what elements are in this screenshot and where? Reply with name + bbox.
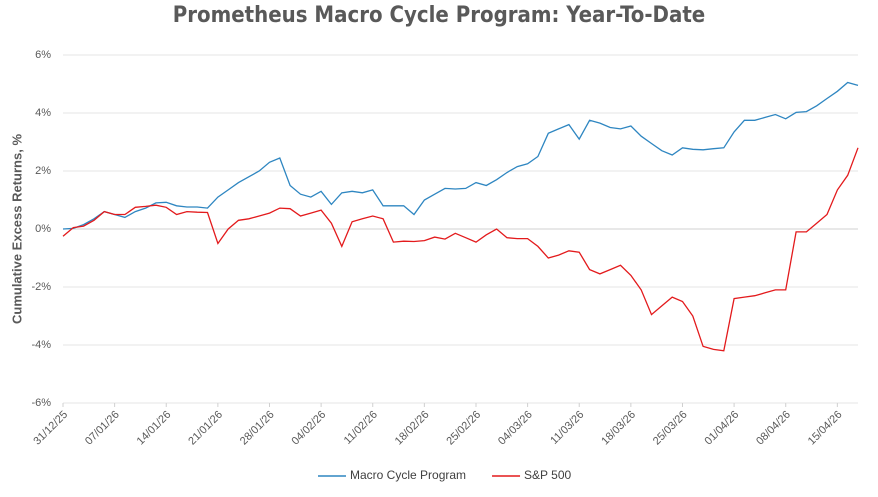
x-tick-label: 11/03/26 [548, 409, 586, 447]
x-tick-label: 18/03/26 [599, 409, 638, 448]
x-tick-label: 07/01/26 [83, 409, 122, 448]
x-tick-label: 04/03/26 [496, 409, 535, 448]
y-tick-label: 4% [35, 107, 51, 119]
legend-label: Macro Cycle Program [350, 468, 466, 482]
x-tick-label: 04/02/26 [290, 409, 329, 448]
x-tick-label: 21/01/26 [186, 409, 225, 448]
x-tick-label: 18/02/26 [393, 409, 432, 448]
x-tick-label: 11/02/26 [342, 409, 380, 447]
y-tick-label: 6% [35, 49, 51, 61]
y-tick-label: -6% [31, 397, 51, 409]
x-tick-label: 15/04/26 [806, 409, 845, 448]
legend-label: S&P 500 [524, 468, 571, 482]
y-tick-label: 0% [35, 223, 51, 235]
x-tick-label: 14/01/26 [135, 409, 174, 448]
x-tick-label: 31/12/25 [31, 409, 70, 448]
y-tick-label: -4% [31, 339, 51, 351]
x-tick-label: 01/04/26 [703, 409, 742, 448]
x-tick-label: 08/04/26 [754, 409, 793, 448]
x-tick-label: 25/03/26 [651, 409, 690, 448]
series-line [62, 147, 859, 352]
x-tick-label: 28/01/26 [238, 409, 277, 448]
chart-title: Prometheus Macro Cycle Program: Year-To-… [173, 3, 705, 28]
x-tick-label: 25/02/26 [444, 409, 483, 448]
y-axis-title: Cumulative Excess Returns, % [9, 134, 24, 324]
y-tick-label: 2% [35, 165, 51, 177]
series-line [62, 81, 859, 230]
y-tick-label: -2% [31, 281, 51, 293]
